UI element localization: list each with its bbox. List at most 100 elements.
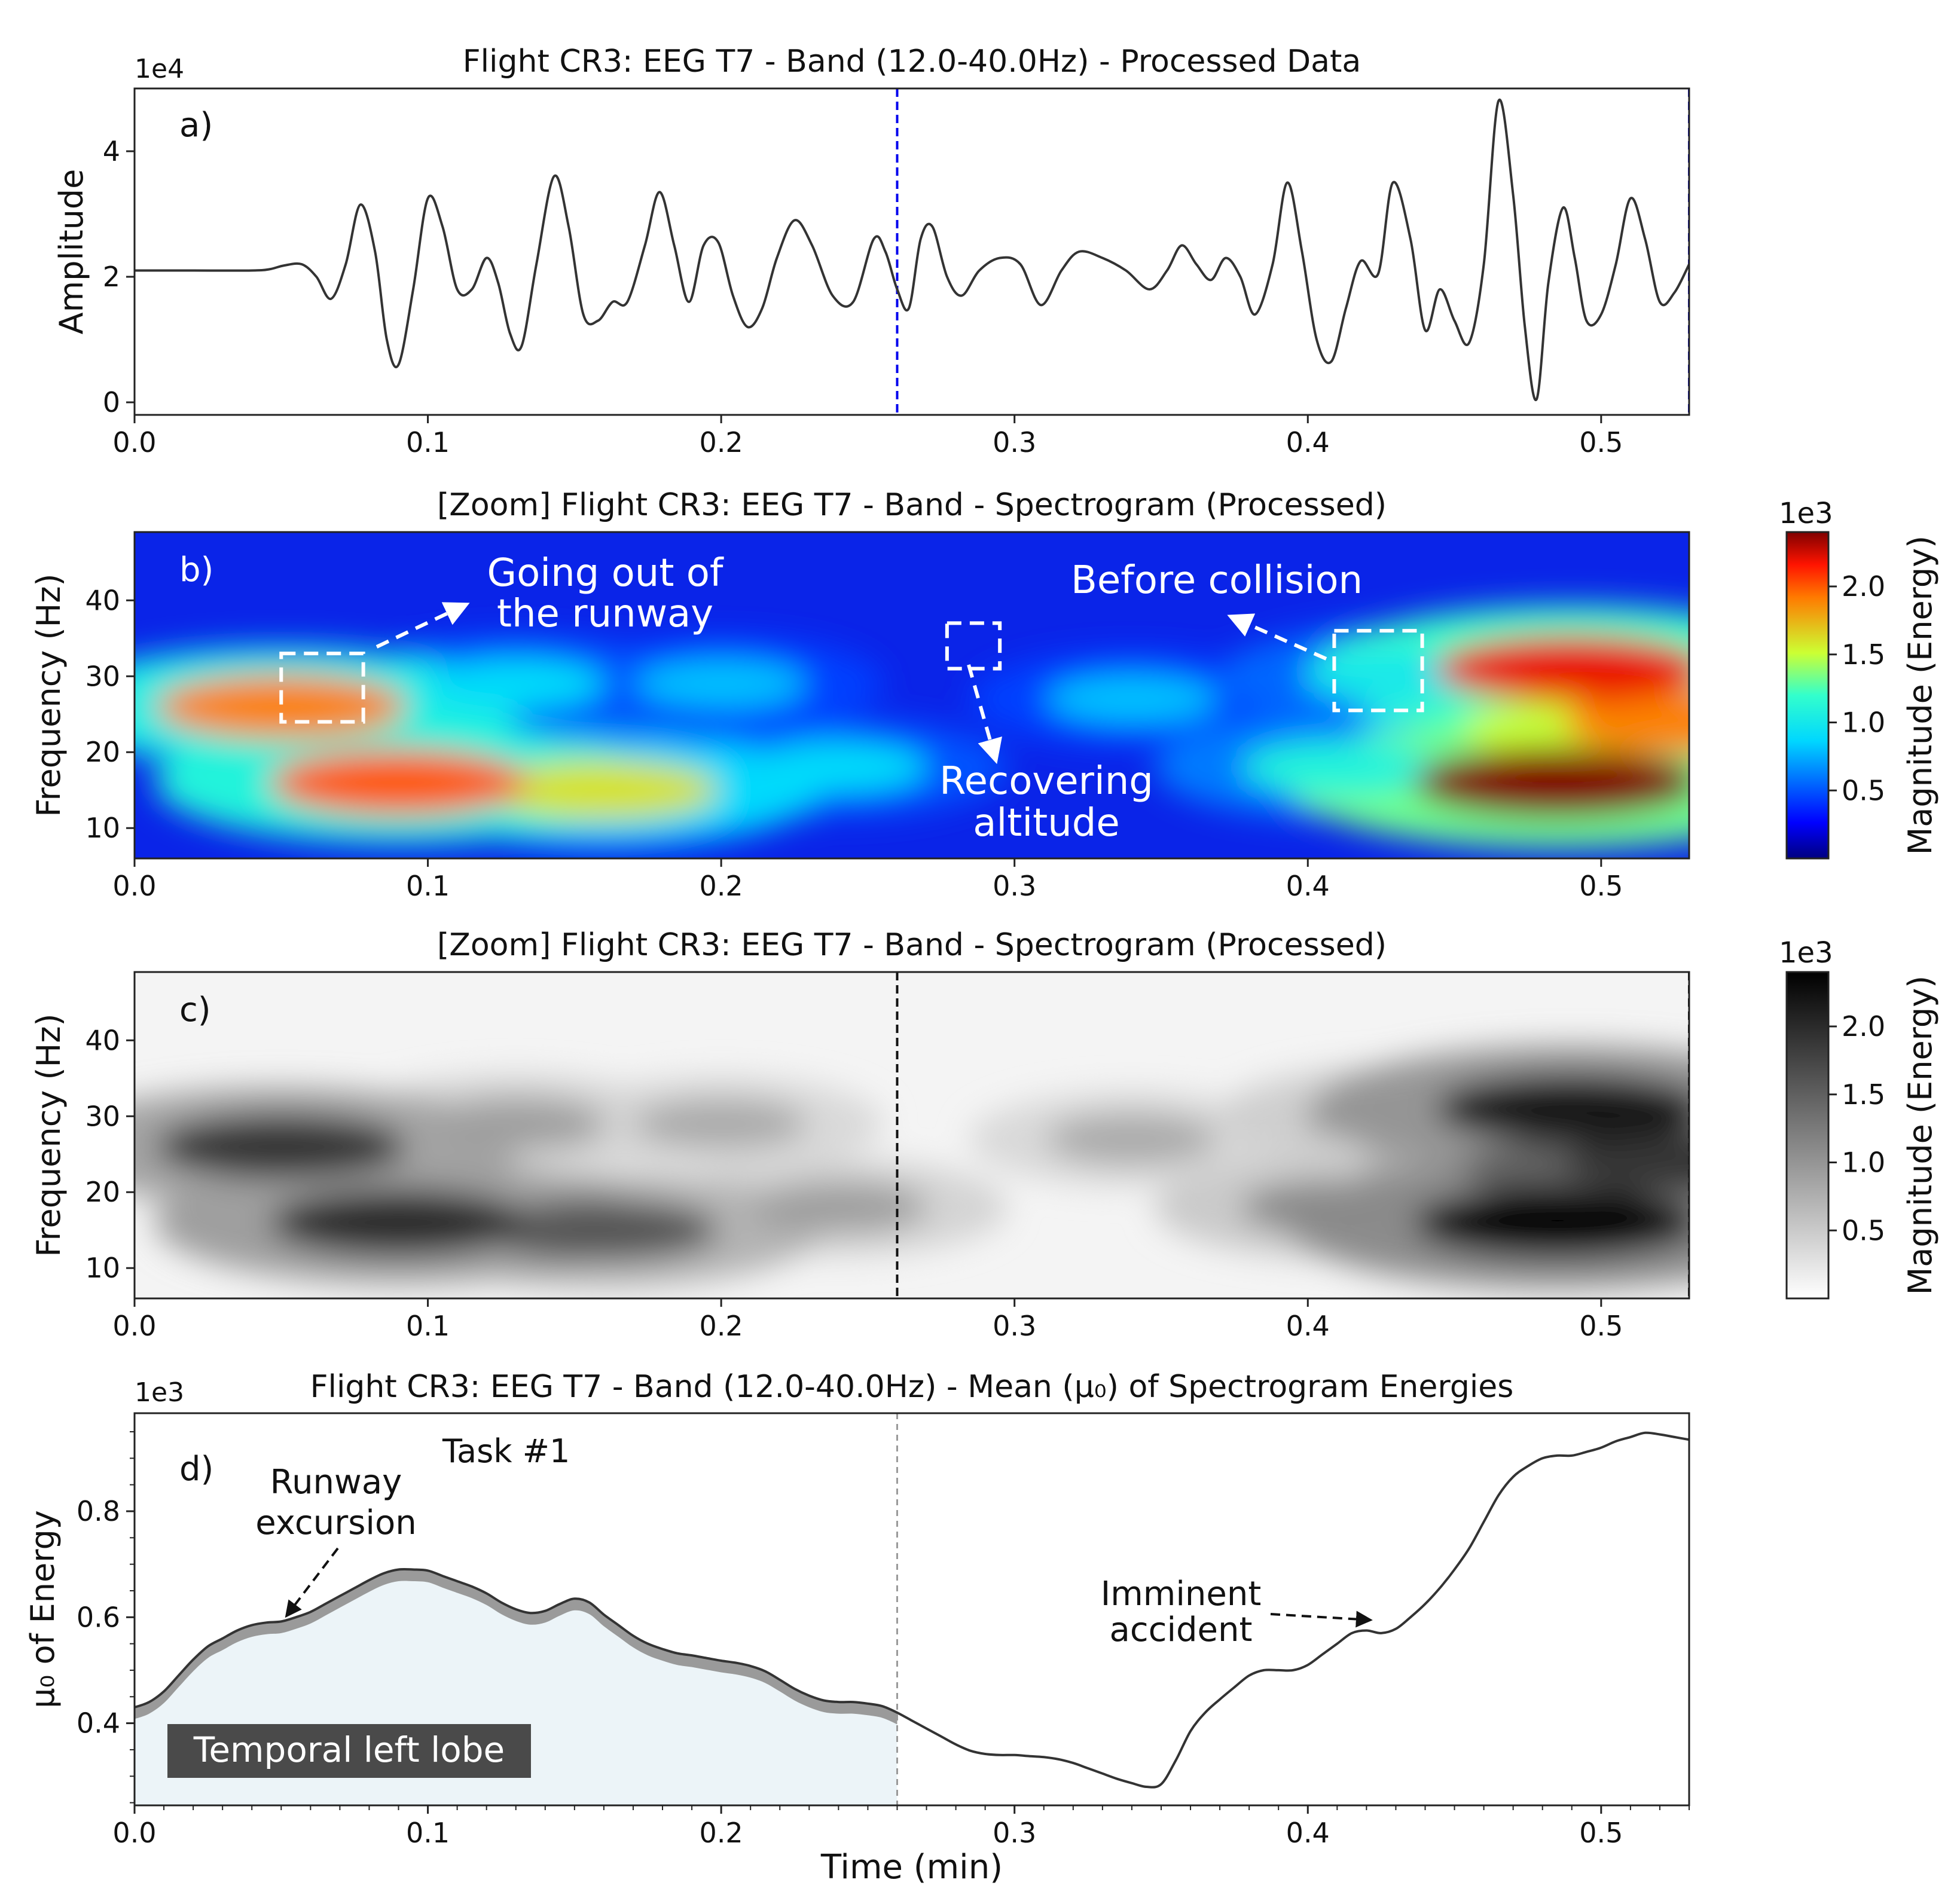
- energy-peak: [270, 750, 527, 815]
- annotation-going-out-arrow: [375, 602, 470, 649]
- annotation-before-collision-arrow: [1227, 613, 1327, 661]
- panel-a-frame: [133, 87, 1690, 416]
- panel-d-ticks: 0.0 0.1 0.2 0.3 0.4 0.5 0.4 0.6 0.8: [77, 1431, 1690, 1849]
- x-tick-label: 0.2: [700, 870, 743, 902]
- energy-peak: [1241, 740, 1434, 794]
- colorbar-tick-label: 1.0: [1842, 1147, 1885, 1179]
- colorbar-tick-label: 0.5: [1842, 774, 1885, 806]
- energy-peak: [1414, 748, 1689, 818]
- energy-peak: [1436, 1075, 1689, 1142]
- annotation-box-0: [279, 652, 365, 724]
- panel-c-colorbar-ticks: 0.5 1.0 1.5 2.0: [1828, 1010, 1885, 1246]
- energy-peak: [1414, 1188, 1689, 1258]
- panel-c-title: [Zoom] Flight CR3: EEG T7 - Band - Spect…: [437, 927, 1387, 963]
- panel-d-scale-label: 1e3: [135, 1377, 184, 1408]
- panel-c-frame: [133, 971, 1690, 1300]
- panel-b-energy-blobs: [135, 605, 1689, 849]
- annotation-recovering-arrow: [967, 664, 1002, 765]
- panel-d-uncertainty-band: [135, 1569, 897, 1725]
- panel-d-task-label: Task #1: [442, 1432, 570, 1470]
- x-tick-label: 0.4: [1286, 426, 1330, 459]
- panel-a-signal-line: [135, 98, 1689, 402]
- panel-a-ticks: 0.0 0.1 0.2 0.3 0.4 0.5 0 2 4: [103, 135, 1623, 459]
- x-tick-label: 0.4: [1286, 1817, 1330, 1849]
- y-tick-label: 0.4: [77, 1707, 120, 1740]
- x-tick-label: 0.2: [700, 426, 743, 459]
- panel-d-frame: [133, 1412, 1690, 1807]
- energy-peak: [1046, 1114, 1217, 1165]
- panel-d: Flight CR3: EEG T7 - Band (12.0-40.0Hz) …: [24, 1369, 1690, 1887]
- energy-peak: [426, 658, 605, 710]
- colorbar-tick-label: 1.5: [1842, 638, 1885, 671]
- y-tick-label: 0: [103, 386, 120, 418]
- panel-c-colorbar-label: Magnitude (Energy): [1901, 976, 1939, 1295]
- x-tick-label: 0.4: [1286, 1310, 1330, 1342]
- annotation-going-out-line1: Going out of: [487, 551, 724, 595]
- x-tick-label: 0.5: [1579, 870, 1623, 902]
- energy-peak: [1046, 674, 1217, 725]
- panel-b-ticks: 0.0 0.1 0.2 0.3 0.4 0.5 10 20 30 40: [85, 584, 1623, 902]
- annotation-runway-arrow: [285, 1547, 339, 1618]
- x-tick-label: 0.3: [993, 870, 1036, 902]
- energy-peak: [489, 760, 718, 820]
- panel-b-label: b): [179, 551, 213, 589]
- panel-b: [Zoom] Flight CR3: EEG T7 - Band - Spect…: [30, 487, 1939, 902]
- panel-a-title: Flight CR3: EEG T7 - Band (12.0-40.0Hz) …: [463, 44, 1361, 80]
- panel-d-ylabel: μ₀ of Energy: [24, 1510, 62, 1708]
- y-tick-label: 40: [85, 584, 120, 616]
- annotation-before-collision-text: Before collision: [1071, 558, 1363, 603]
- panel-c-colorbar: 1e3 Magnitude (Energy) 0.5 1.0 1.5 2.0: [1779, 936, 1939, 1300]
- panel-a-label: a): [179, 106, 213, 145]
- x-tick-label: 0.3: [993, 426, 1036, 459]
- region-label-box: Temporal left lobe: [167, 1724, 531, 1778]
- panel-a-markers: [896, 88, 1689, 415]
- panel-b-colorbar-label: Magnitude (Energy): [1901, 536, 1939, 855]
- panel-b-colorbar-ticks: 0.5 1.0 1.5 2.0: [1828, 570, 1885, 806]
- x-tick-label: 0.5: [1579, 426, 1623, 459]
- y-tick-label: 10: [85, 1252, 120, 1284]
- energy-peak: [1564, 690, 1689, 754]
- x-tick-label: 0.5: [1579, 1817, 1623, 1849]
- annotation-box-1: [945, 621, 1002, 671]
- annotation-going-out-line2: the runway: [497, 592, 713, 636]
- x-tick-label: 0.5: [1579, 1310, 1623, 1342]
- energy-peak: [749, 741, 928, 793]
- x-tick-label: 0.2: [700, 1310, 743, 1342]
- panel-c-ticks: 0.0 0.1 0.2 0.3 0.4 0.5 10 20 30 40: [85, 1024, 1623, 1342]
- energy-peak: [1564, 1130, 1689, 1194]
- x-tick-label: 0.0: [112, 870, 156, 902]
- panel-b-annotation-boxes: [279, 621, 1424, 724]
- annotation-runway-excursion: Runway excursion: [255, 1463, 417, 1618]
- annotation-box-2: [1332, 629, 1424, 713]
- energy-peak: [636, 658, 807, 709]
- colorbar-tick-label: 2.0: [1842, 1010, 1885, 1043]
- y-tick-label: 20: [85, 736, 120, 768]
- panel-b-ylabel: Frequency (Hz): [30, 573, 68, 817]
- energy-peak: [1436, 635, 1689, 702]
- panel-b-colorbar-scale: 1e3: [1779, 497, 1833, 530]
- y-tick-label: 4: [103, 135, 120, 167]
- energy-peak: [636, 1098, 807, 1149]
- y-tick-label: 0.6: [77, 1601, 120, 1633]
- panel-d-xlabel: Time (min): [820, 1848, 1003, 1887]
- panel-d-title: Flight CR3: EEG T7 - Band (12.0-40.0Hz) …: [310, 1369, 1514, 1405]
- annotation-runway-line1: Runway: [270, 1463, 402, 1502]
- energy-peak: [270, 1190, 527, 1255]
- panel-b-title: [Zoom] Flight CR3: EEG T7 - Band - Spect…: [437, 487, 1387, 523]
- x-tick-label: 0.0: [112, 426, 156, 459]
- annotation-going-out: Going out of the runway: [375, 551, 724, 649]
- x-tick-label: 0.2: [700, 1817, 743, 1849]
- panel-c-ylabel: Frequency (Hz): [30, 1013, 68, 1257]
- colorbar-tick-label: 0.5: [1842, 1214, 1885, 1246]
- colorbar-tick-label: 1.0: [1842, 707, 1885, 739]
- x-tick-label: 0.1: [406, 1817, 450, 1849]
- x-tick-label: 0.3: [993, 1310, 1036, 1342]
- annotation-before-collision: Before collision: [1071, 558, 1363, 661]
- annotation-runway-line2: excursion: [255, 1503, 416, 1542]
- energy-peak: [1241, 1180, 1434, 1234]
- energy-peak: [156, 675, 407, 739]
- colorbar-tick-label: 1.5: [1842, 1078, 1885, 1111]
- panel-a-scale-label: 1e4: [135, 54, 184, 84]
- y-tick-label: 10: [85, 812, 120, 844]
